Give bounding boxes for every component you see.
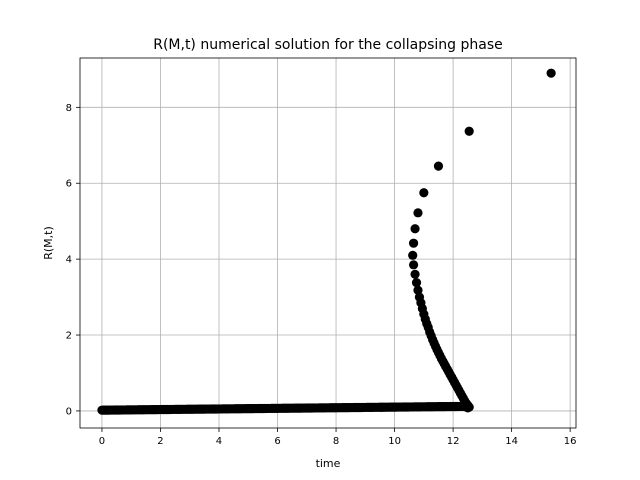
x-tick-label: 14 — [505, 436, 518, 447]
y-tick-label: 4 — [66, 255, 72, 266]
data-point — [419, 188, 429, 198]
chart-title: R(M,t) numerical solution for the collap… — [153, 37, 503, 53]
y-tick-label: 2 — [66, 331, 72, 342]
y-tick-label: 0 — [66, 406, 72, 417]
data-point — [546, 68, 556, 78]
data-point — [408, 250, 418, 260]
x-axis-label: time — [316, 457, 341, 470]
data-point — [413, 208, 423, 218]
data-point — [463, 403, 473, 413]
y-tick-label: 6 — [66, 179, 72, 190]
data-point — [410, 224, 420, 234]
plot-area — [80, 58, 576, 428]
x-tick-label: 16 — [564, 436, 577, 447]
x-tick-label: 4 — [216, 436, 222, 447]
data-point — [408, 238, 419, 248]
x-tick-label: 8 — [333, 436, 339, 447]
y-axis-ticks: 0 2 4 6 8 — [66, 103, 80, 417]
data-point — [464, 126, 474, 136]
x-tick-label: 2 — [157, 436, 163, 447]
x-tick-label: 0 — [99, 436, 105, 447]
data-point — [411, 278, 422, 288]
data-point — [413, 285, 423, 295]
x-axis-ticks: 0 2 4 6 8 10 12 14 16 — [99, 428, 577, 447]
data-point — [433, 161, 444, 171]
y-tick-label: 8 — [66, 103, 72, 114]
y-axis-label: R(M,t) — [42, 226, 55, 260]
x-tick-label: 12 — [447, 436, 460, 447]
data-points — [97, 68, 556, 415]
data-point — [408, 260, 419, 270]
axes-frame — [79, 57, 577, 429]
data-point — [410, 269, 420, 279]
x-tick-label: 6 — [274, 436, 280, 447]
x-tick-label: 10 — [388, 436, 401, 447]
